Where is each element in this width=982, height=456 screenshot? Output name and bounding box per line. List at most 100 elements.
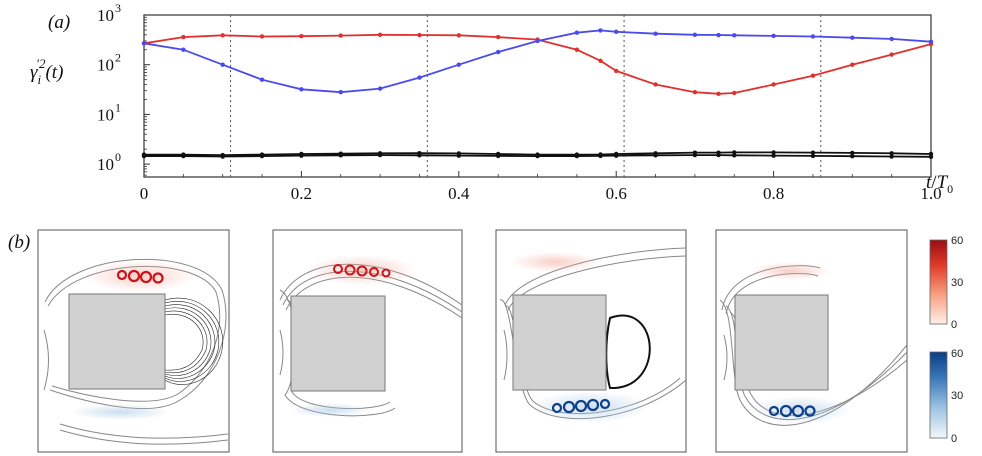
- snapshot-3: [495, 229, 687, 453]
- series-point: [598, 153, 603, 159]
- series-point: [692, 32, 698, 37]
- series-point: [716, 32, 721, 38]
- vortex-glow: [750, 396, 850, 424]
- series-point: [928, 39, 934, 44]
- phase-marker-lines: [230, 15, 822, 177]
- series-point: [299, 33, 304, 39]
- x-tick-label: 1.0: [920, 184, 941, 203]
- series-point: [692, 89, 698, 95]
- series-point: [716, 91, 721, 96]
- x-tick-label: 0.4: [448, 184, 470, 203]
- y-tick-exponent: 2: [115, 51, 121, 65]
- colorbar-blue-tick: 60: [951, 348, 963, 360]
- snapshot-1: [37, 229, 230, 453]
- snapshot-2: [272, 229, 463, 453]
- vortex-street: [116, 269, 164, 284]
- y-tick-label: 10: [97, 155, 114, 174]
- series-point: [259, 153, 265, 159]
- series-point: [220, 154, 225, 159]
- colorbar-red-tick: 0: [951, 319, 957, 331]
- series-point: [810, 34, 816, 39]
- series-point: [377, 86, 383, 91]
- square-cylinder: [512, 294, 607, 391]
- series-point: [456, 62, 461, 67]
- vortex-street: [551, 398, 611, 414]
- series-point: [377, 32, 383, 37]
- series-point: [456, 153, 461, 158]
- series-point: [220, 33, 225, 38]
- panel-a-label: (a): [48, 12, 70, 33]
- x-tick-label: 0.2: [291, 184, 312, 203]
- series-point: [338, 153, 343, 158]
- series-point: [810, 73, 816, 78]
- vortex-glow: [750, 262, 830, 280]
- series-point: [889, 52, 894, 57]
- series-point: [377, 152, 383, 158]
- y-tick-exponent: 1: [115, 100, 121, 114]
- series-point: [456, 33, 461, 38]
- series-point: [889, 151, 894, 156]
- series-point: [181, 153, 186, 159]
- x-tick-label: 0: [140, 184, 149, 203]
- series-point: [574, 30, 580, 35]
- series-point: [850, 150, 855, 156]
- closed-streamlines: [164, 297, 224, 385]
- square-cylinder: [290, 295, 386, 392]
- series-point: [732, 33, 737, 38]
- series-point: [850, 62, 855, 67]
- series-point: [889, 154, 894, 159]
- series-point: [181, 34, 186, 40]
- series-point: [535, 38, 540, 44]
- series-point: [141, 41, 147, 46]
- series-point: [141, 153, 147, 159]
- x-tick-label: 0.8: [763, 184, 784, 203]
- series-point: [771, 33, 776, 39]
- series-point: [771, 153, 776, 158]
- vortex-street: [333, 264, 391, 278]
- series-line-1: [143, 33, 932, 95]
- series-point: [535, 153, 540, 159]
- series-point: [299, 153, 304, 158]
- colorbar-red-gradient: [929, 239, 948, 325]
- series-point: [417, 75, 422, 80]
- square-cylinder: [68, 293, 166, 390]
- series-point: [614, 68, 619, 74]
- series-point: [598, 58, 603, 63]
- y-tick-label: 10: [97, 6, 114, 25]
- vortex-glow: [70, 404, 170, 420]
- vortex-glow: [290, 403, 370, 417]
- x-tick-label: 0.6: [606, 184, 627, 203]
- y-tick-label: 10: [97, 56, 114, 75]
- vortex-glow: [510, 252, 600, 272]
- colorbar-blue-tick: 0: [951, 433, 957, 445]
- colorbar-blue: 60 30 0: [929, 348, 963, 445]
- x-axis-ticks: 0 0.2 0.4 0.6 0.8 1.0: [140, 171, 942, 203]
- series-point: [259, 34, 265, 39]
- y-tick-exponent: 3: [115, 1, 121, 15]
- colorbar-blue-tick: 30: [951, 390, 963, 402]
- series-point: [574, 153, 580, 159]
- series-point: [810, 153, 816, 159]
- series-point: [495, 153, 501, 159]
- colorbar-red-tick: 30: [951, 277, 963, 289]
- series-point: [299, 87, 304, 92]
- series-point: [614, 153, 619, 158]
- series-point: [653, 153, 658, 158]
- y-tick-exponent: 0: [115, 150, 121, 164]
- y-tick-label: 10: [97, 105, 114, 124]
- series-point: [771, 150, 776, 155]
- series-point: [417, 32, 422, 38]
- series-point: [889, 36, 894, 42]
- panel-b-label: (b): [8, 232, 30, 253]
- series-point: [417, 153, 422, 158]
- series-point: [338, 33, 343, 38]
- series-point: [732, 153, 737, 158]
- series-point: [495, 34, 501, 40]
- series-point: [771, 82, 776, 87]
- vortex-street: [768, 404, 816, 418]
- series-point: [495, 49, 501, 55]
- series-point: [850, 35, 855, 40]
